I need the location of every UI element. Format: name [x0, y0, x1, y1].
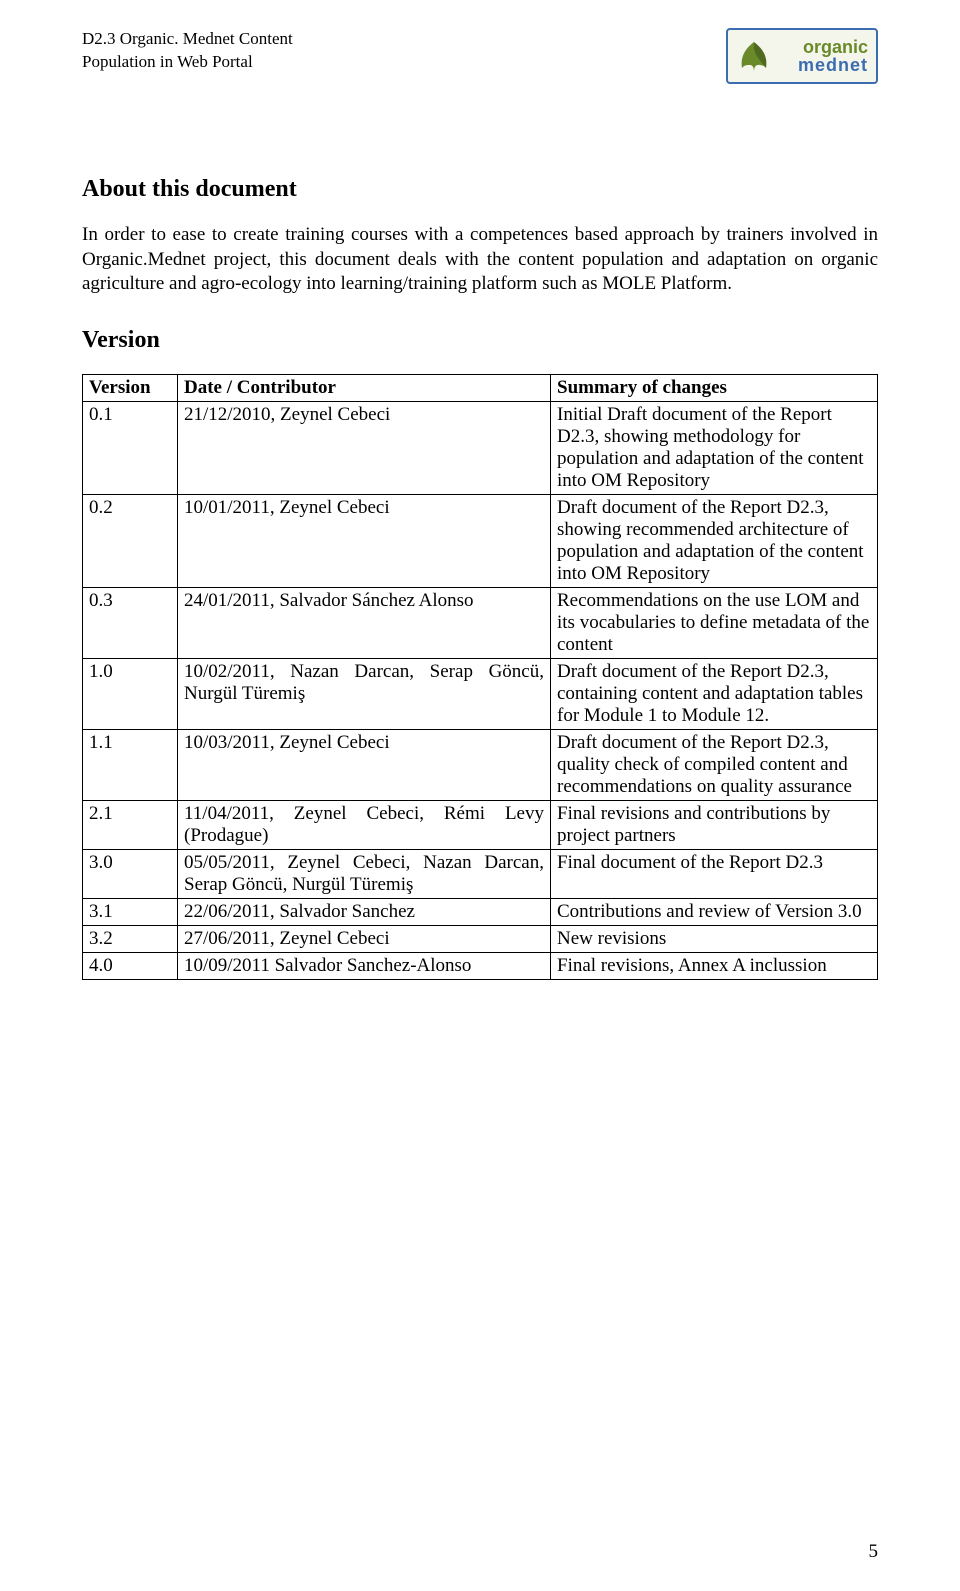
logo-line1: organic [798, 38, 868, 56]
cell-version: 1.1 [83, 730, 178, 801]
cell-version: 3.0 [83, 850, 178, 899]
table-row: 4.010/09/2011 Salvador Sanchez-AlonsoFin… [83, 953, 878, 980]
cell-summary: Draft document of the Report D2.3, conta… [551, 659, 878, 730]
cell-date-contributor: 05/05/2011, Zeynel Cebeci, Nazan Darcan,… [178, 850, 551, 899]
cell-summary: Draft document of the Report D2.3, showi… [551, 495, 878, 588]
table-row: 3.005/05/2011, Zeynel Cebeci, Nazan Darc… [83, 850, 878, 899]
organic-mednet-logo: organic mednet [726, 28, 878, 84]
cell-date-contributor: 10/01/2011, Zeynel Cebeci [178, 495, 551, 588]
cell-date-contributor: 21/12/2010, Zeynel Cebeci [178, 402, 551, 495]
cell-summary: Final revisions, Annex A inclussion [551, 953, 878, 980]
version-heading: Version [82, 327, 878, 354]
cell-summary: Initial Draft document of the Report D2.… [551, 402, 878, 495]
table-row: 0.324/01/2011, Salvador Sánchez AlonsoRe… [83, 588, 878, 659]
header-text: D2.3 Organic. Mednet Content Population … [82, 28, 293, 74]
cell-version: 0.1 [83, 402, 178, 495]
cell-summary: Final document of the Report D2.3 [551, 850, 878, 899]
about-heading: About this document [82, 176, 878, 203]
table-row: 0.210/01/2011, Zeynel CebeciDraft docume… [83, 495, 878, 588]
logo-line2: mednet [798, 56, 868, 74]
table-row: 1.010/02/2011, Nazan Darcan, Serap Göncü… [83, 659, 878, 730]
document-page: D2.3 Organic. Mednet Content Population … [0, 0, 960, 1591]
cell-version: 1.0 [83, 659, 178, 730]
header-line2: Population in Web Portal [82, 51, 293, 74]
cell-version: 3.2 [83, 926, 178, 953]
cell-summary: Final revisions and contributions by pro… [551, 801, 878, 850]
page-header: D2.3 Organic. Mednet Content Population … [82, 28, 878, 84]
cell-date-contributor: 27/06/2011, Zeynel Cebeci [178, 926, 551, 953]
leaf-icon [734, 38, 774, 78]
cell-date-contributor: 22/06/2011, Salvador Sanchez [178, 899, 551, 926]
cell-version: 0.2 [83, 495, 178, 588]
version-table: Version Date / Contributor Summary of ch… [82, 374, 878, 980]
cell-date-contributor: 24/01/2011, Salvador Sánchez Alonso [178, 588, 551, 659]
table-row: 3.122/06/2011, Salvador SanchezContribut… [83, 899, 878, 926]
col-date: Date / Contributor [178, 375, 551, 402]
table-header-row: Version Date / Contributor Summary of ch… [83, 375, 878, 402]
logo-text: organic mednet [798, 38, 868, 74]
table-row: 2.111/04/2011, Zeynel Cebeci, Rémi Levy … [83, 801, 878, 850]
cell-version: 2.1 [83, 801, 178, 850]
page-number: 5 [869, 1541, 879, 1563]
cell-date-contributor: 11/04/2011, Zeynel Cebeci, Rémi Levy (Pr… [178, 801, 551, 850]
cell-date-contributor: 10/09/2011 Salvador Sanchez-Alonso [178, 953, 551, 980]
cell-summary: Draft document of the Report D2.3, quali… [551, 730, 878, 801]
cell-summary: New revisions [551, 926, 878, 953]
cell-summary: Contributions and review of Version 3.0 [551, 899, 878, 926]
cell-version: 3.1 [83, 899, 178, 926]
table-row: 0.121/12/2010, Zeynel CebeciInitial Draf… [83, 402, 878, 495]
col-summary: Summary of changes [551, 375, 878, 402]
cell-date-contributor: 10/03/2011, Zeynel Cebeci [178, 730, 551, 801]
cell-version: 0.3 [83, 588, 178, 659]
cell-date-contributor: 10/02/2011, Nazan Darcan, Serap Göncü, N… [178, 659, 551, 730]
header-line1: D2.3 Organic. Mednet Content [82, 28, 293, 51]
cell-version: 4.0 [83, 953, 178, 980]
about-paragraph: In order to ease to create training cour… [82, 223, 878, 297]
col-version: Version [83, 375, 178, 402]
table-row: 3.227/06/2011, Zeynel CebeciNew revision… [83, 926, 878, 953]
table-row: 1.110/03/2011, Zeynel CebeciDraft docume… [83, 730, 878, 801]
cell-summary: Recommendations on the use LOM and its v… [551, 588, 878, 659]
